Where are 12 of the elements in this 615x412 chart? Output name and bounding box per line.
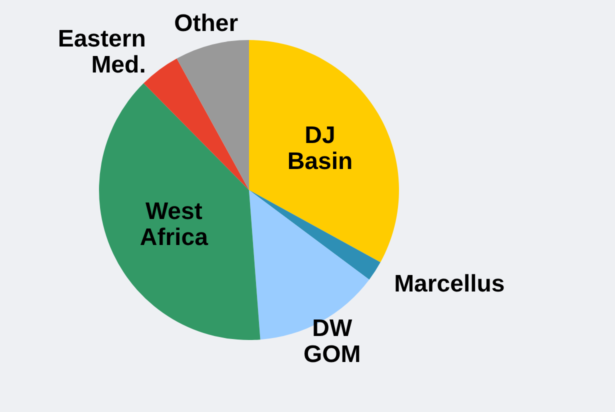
pie-slice [176,40,249,190]
slice-label: DW GOM [303,315,361,368]
pie-slice [99,83,260,340]
slice-label: West Africa [140,198,209,252]
slice-label: DJ Basin [287,122,353,176]
pie-slice [249,40,399,262]
slice-label: Marcellus [394,270,505,298]
pie-slice [249,190,370,340]
slice-label: Eastern Med. [58,26,146,79]
pie-slice [249,190,380,280]
pie-slice [144,58,249,190]
slice-label: Other [174,10,238,37]
